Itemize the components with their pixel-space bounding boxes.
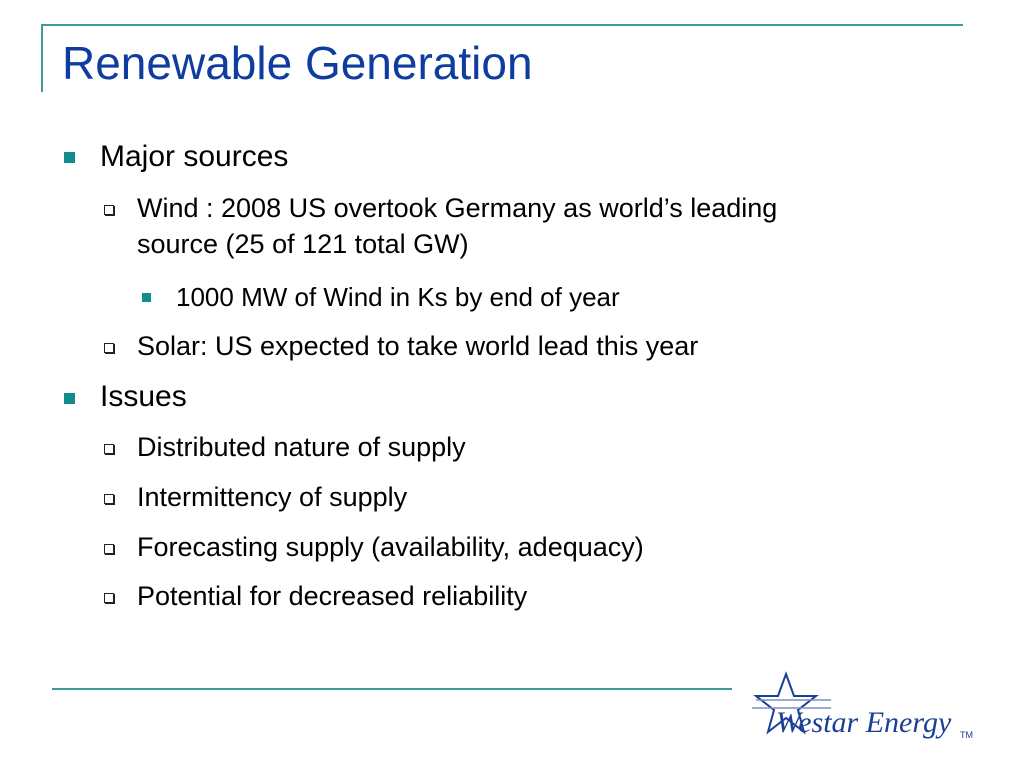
bullet-wind: Wind : 2008 US overtook Germany as world…: [137, 193, 778, 223]
top-frame-line: [41, 24, 963, 26]
bullet-solar: Solar: US expected to take world lead th…: [137, 331, 699, 361]
logo-tm: TM: [960, 730, 973, 740]
bullet-forecasting: Forecasting supply (availability, adequa…: [137, 532, 644, 562]
square-bullet-icon: [64, 393, 75, 404]
hollow-square-bullet-icon: [104, 593, 114, 603]
hollow-square-bullet-icon: [104, 205, 114, 215]
bullet-reliability: Potential for decreased reliability: [137, 581, 528, 611]
hollow-square-bullet-icon: [104, 343, 114, 353]
bullet-wind-ks: 1000 MW of Wind in Ks by end of year: [176, 282, 620, 312]
slide-title: Renewable Generation: [62, 37, 533, 89]
logo-text: Westar Energy: [776, 706, 952, 739]
square-bullet-icon: [142, 293, 151, 302]
footer-line: [52, 688, 732, 690]
square-bullet-icon: [64, 152, 75, 163]
bullet-intermittency: Intermittency of supply: [137, 482, 408, 512]
left-frame-line: [41, 24, 43, 92]
hollow-square-bullet-icon: [104, 494, 114, 504]
star-icon: [753, 671, 819, 735]
hollow-square-bullet-icon: [104, 444, 114, 454]
westar-energy-logo: Westar Energy TM: [752, 671, 973, 740]
bullet-wind-continued: source (25 of 121 total GW): [137, 229, 469, 259]
bullet-issues: Issues: [100, 380, 187, 413]
hollow-square-bullet-icon: [104, 544, 114, 554]
bullet-distributed: Distributed nature of supply: [137, 432, 466, 462]
bullet-major-sources: Major sources: [100, 140, 289, 173]
